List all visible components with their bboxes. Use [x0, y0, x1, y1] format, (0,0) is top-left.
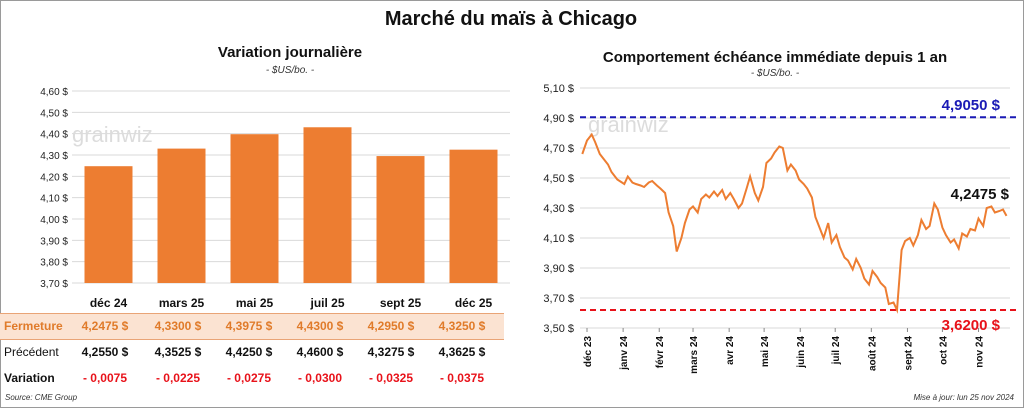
table-cell: 4,3525 $ [154, 345, 202, 359]
x-tick-label: mai 25 [236, 296, 274, 310]
bar [376, 156, 425, 283]
y-tick-label: 3,70 $ [543, 293, 574, 305]
x-tick-label: sept 25 [380, 296, 422, 310]
table-cell: 4,3625 $ [438, 345, 486, 359]
y-tick-label: 4,10 $ [543, 233, 574, 245]
x-tick-label: mai 24 [760, 336, 771, 368]
table-cell: - 0,0325 [368, 371, 414, 385]
y-tick-label: 4,30 $ [40, 151, 68, 162]
row-label: Précédent [4, 345, 59, 359]
page-title: Marché du maïs à Chicago [384, 8, 638, 30]
y-tick-label: 3,90 $ [543, 263, 574, 275]
table-cell: 4,3250 $ [438, 319, 486, 333]
table-cell: 4,3975 $ [225, 319, 273, 333]
y-tick-label: 4,60 $ [40, 87, 68, 98]
update-note: Mise à jour: lun 25 nov 2024 [913, 393, 1014, 402]
table-cell: 4,3300 $ [154, 319, 202, 333]
y-tick-label: 4,50 $ [543, 173, 574, 185]
line-chart: 3,50 $ 3,70 $ 3,90 $ 4,10 $ 4,30 $ 4,50 $ 4,70… [543, 83, 1020, 374]
left-chart-title: Variation journalière [217, 44, 363, 61]
table-cell: - 0,0375 [439, 371, 485, 385]
x-tick-label: juil 25 [309, 296, 344, 310]
x-tick-label: mars 25 [159, 296, 205, 310]
table-cell: 4,2550 $ [81, 345, 129, 359]
bar [157, 148, 206, 283]
y-tick-label: 3,70 $ [40, 279, 68, 290]
x-tick-label: avr 24 [725, 336, 736, 365]
x-tick-label: juil 24 [831, 336, 842, 366]
y-tick-label: 4,90 $ [543, 113, 574, 125]
bar [449, 149, 498, 283]
table-cell: - 0,0075 [82, 371, 128, 385]
price-table: Fermeture 4,2475 $ 4,3300 $ 4,3975 $ 4,4… [0, 313, 504, 392]
high-reference-label: 4,9050 $ [942, 97, 1001, 114]
table-cell: 4,4250 $ [225, 345, 273, 359]
x-tick-label: oct 24 [938, 336, 949, 365]
x-tick-label: févr 24 [655, 336, 666, 369]
left-chart-unit: - $US/bo. - [265, 65, 315, 76]
bar [230, 134, 279, 283]
y-tick-label: 5,10 $ [543, 83, 574, 95]
x-tick-label: déc 25 [455, 296, 493, 310]
row-label: Variation [4, 371, 55, 385]
bar [303, 127, 352, 284]
right-chart-title: Comportement échéance immédiate depuis 1… [602, 49, 948, 66]
x-tick-label: mars 24 [689, 336, 700, 374]
bar [84, 166, 133, 283]
x-tick-label: août 24 [867, 336, 878, 371]
x-tick-label: déc 23 [583, 336, 594, 368]
watermark-logo: grainwiz [72, 122, 153, 147]
bar-chart: 3,70 $ 3,80 $ 3,90 $ 4,00 $ 4,10 $ 4,20 $ 4,30… [40, 87, 510, 310]
x-tick-label: janv 24 [619, 336, 630, 371]
table-cell: - 0,0300 [297, 371, 343, 385]
y-tick-label: 4,20 $ [40, 172, 68, 183]
y-tick-label: 4,70 $ [543, 143, 574, 155]
y-tick-label: 4,30 $ [543, 203, 574, 215]
watermark-logo: grainwiz [588, 112, 669, 137]
table-cell: - 0,0225 [155, 371, 201, 385]
x-tick-label: déc 24 [90, 296, 128, 310]
table-cell: 4,4300 $ [296, 319, 344, 333]
table-row-variation: Variation - 0,0075 - 0,0225 - 0,0275 - 0… [0, 366, 504, 392]
x-tick-label: sept 24 [903, 336, 914, 371]
y-tick-label: 3,80 $ [40, 258, 68, 269]
table-cell: 4,3275 $ [367, 345, 415, 359]
y-tick-label: 3,50 $ [543, 323, 574, 335]
y-tick-label: 4,10 $ [40, 194, 68, 205]
last-price-label: 4,2475 $ [951, 186, 1010, 203]
table-cell: 4,2475 $ [81, 319, 129, 333]
price-series-line [581, 132, 1008, 314]
x-tick-label: juin 24 [796, 336, 807, 369]
table-cell: - 0,0275 [226, 371, 272, 385]
y-tick-label: 4,50 $ [40, 108, 68, 119]
table-cell: 4,4600 $ [296, 345, 344, 359]
source-note: Source: CME Group [5, 393, 78, 402]
table-cell: 4,2950 $ [367, 319, 415, 333]
y-tick-label: 3,90 $ [40, 236, 68, 247]
right-chart-unit: - $US/bo. - [750, 68, 800, 79]
table-row-precedent: Précédent 4,2550 $ 4,3525 $ 4,4250 $ 4,4… [0, 340, 504, 366]
row-label: Fermeture [4, 319, 63, 333]
y-tick-label: 4,00 $ [40, 215, 68, 226]
y-tick-label: 4,40 $ [40, 130, 68, 141]
table-row-fermeture: Fermeture 4,2475 $ 4,3300 $ 4,3975 $ 4,4… [0, 313, 504, 340]
low-reference-label: 3,6200 $ [942, 317, 1001, 334]
x-tick-label: nov 24 [975, 336, 986, 368]
